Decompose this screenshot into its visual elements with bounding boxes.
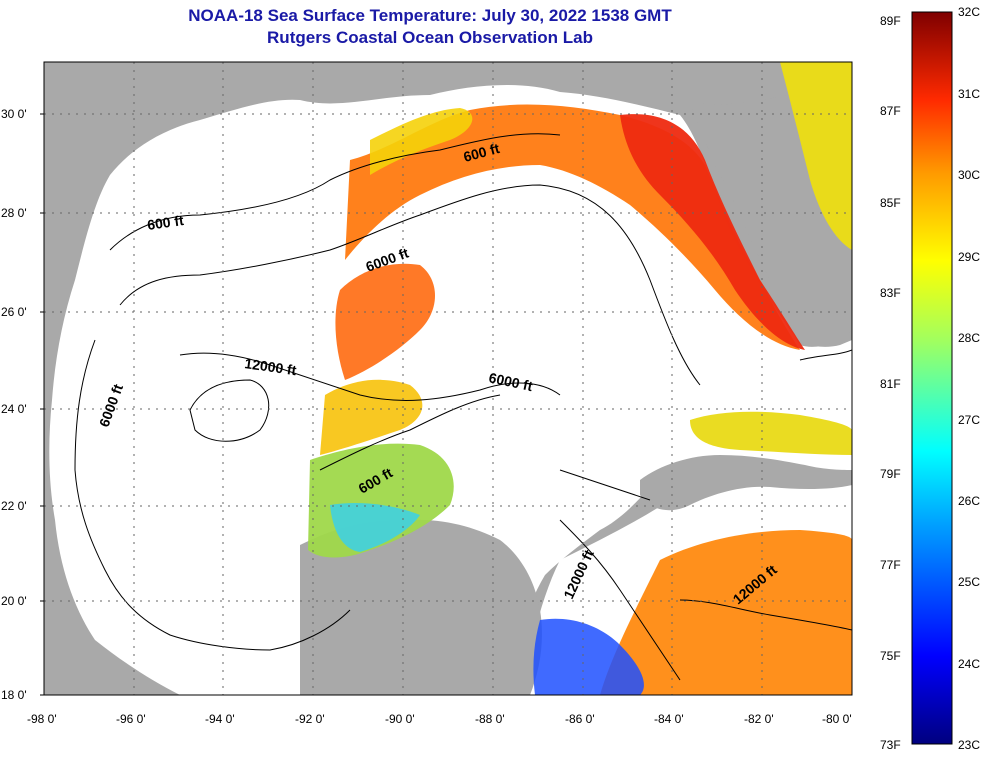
cb-c-28: 28C	[958, 331, 980, 345]
cb-f-87: 87F	[880, 104, 901, 118]
map-frame	[43, 61, 853, 696]
latitude-axis: 30 0' 28 0' 26 0' 24 0' 22 0' 20 0' 18 0…	[1, 107, 44, 702]
cuba-land	[640, 455, 852, 511]
graticule	[44, 62, 852, 695]
lat-tick-30: 30 0'	[1, 107, 27, 121]
sst-cyan-bay-campeche	[330, 503, 420, 552]
lon-tick-82: -82 0'	[744, 712, 774, 726]
cb-f-89: 89F	[880, 14, 901, 28]
cb-c-29: 29C	[958, 250, 980, 264]
cb-f-75: 75F	[880, 649, 901, 663]
contour-label-12000ft-central: 12000 ft	[244, 355, 298, 378]
cb-f-85: 85F	[880, 196, 901, 210]
contour-label-600ft-west: 600 ft	[146, 212, 185, 233]
colorbar-fahrenheit-labels: 89F 87F 85F 83F 81F 79F 77F 75F 73F	[880, 14, 901, 752]
sst-orange-central	[335, 263, 435, 380]
lat-tick-18: 18 0'	[1, 688, 27, 702]
cb-f-79: 79F	[880, 467, 901, 481]
cb-f-77: 77F	[880, 558, 901, 572]
sst-yellow-straits	[690, 411, 852, 455]
cb-c-26: 26C	[958, 494, 980, 508]
sst-red-florida-shelf	[620, 114, 805, 350]
cb-c-30: 30C	[958, 168, 980, 182]
map-title: NOAA-18 Sea Surface Temperature: July 30…	[188, 6, 672, 25]
colorbar-celsius-labels: 32C 31C 30C 29C 28C 27C 26C 25C 24C 23C	[958, 5, 980, 752]
lon-tick-80: -80 0'	[822, 712, 852, 726]
cb-c-23: 23C	[958, 738, 980, 752]
map-subtitle: Rutgers Coastal Ocean Observation Lab	[267, 28, 593, 47]
lat-tick-26: 26 0'	[1, 305, 27, 319]
yucatan-land	[300, 519, 542, 695]
sst-yellow-central-south	[320, 379, 423, 455]
sst-yellow-east-florida	[780, 62, 852, 250]
cb-c-27: 27C	[958, 413, 980, 427]
lon-tick-88: -88 0'	[475, 712, 505, 726]
gulf-water	[49, 84, 852, 695]
lat-tick-28: 28 0'	[1, 206, 27, 220]
lon-tick-90: -90 0'	[385, 712, 415, 726]
temperature-colorbar	[911, 11, 953, 745]
lat-tick-22: 22 0'	[1, 499, 27, 513]
cb-f-73: 73F	[880, 738, 901, 752]
cb-f-81: 81F	[880, 377, 901, 391]
lat-tick-24: 24 0'	[1, 402, 27, 416]
sst-blue-caribbean	[533, 618, 644, 695]
lon-tick-94: -94 0'	[205, 712, 235, 726]
lat-tick-20: 20 0'	[1, 594, 27, 608]
cb-c-24: 24C	[958, 657, 980, 671]
lon-tick-92: -92 0'	[295, 712, 325, 726]
cb-c-31: 31C	[958, 87, 980, 101]
cb-c-25: 25C	[958, 575, 980, 589]
bathymetry-contours	[74, 133, 852, 681]
lon-tick-98: -98 0'	[27, 712, 57, 726]
cb-c-32: 32C	[958, 5, 980, 19]
lon-tick-96: -96 0'	[116, 712, 146, 726]
lon-tick-86: -86 0'	[565, 712, 595, 726]
lon-tick-84: -84 0'	[654, 712, 684, 726]
cb-f-83: 83F	[880, 286, 901, 300]
longitude-axis: -98 0' -96 0' -94 0' -92 0' -90 0' -88 0…	[27, 712, 852, 726]
sst-yellow-central	[370, 108, 473, 175]
